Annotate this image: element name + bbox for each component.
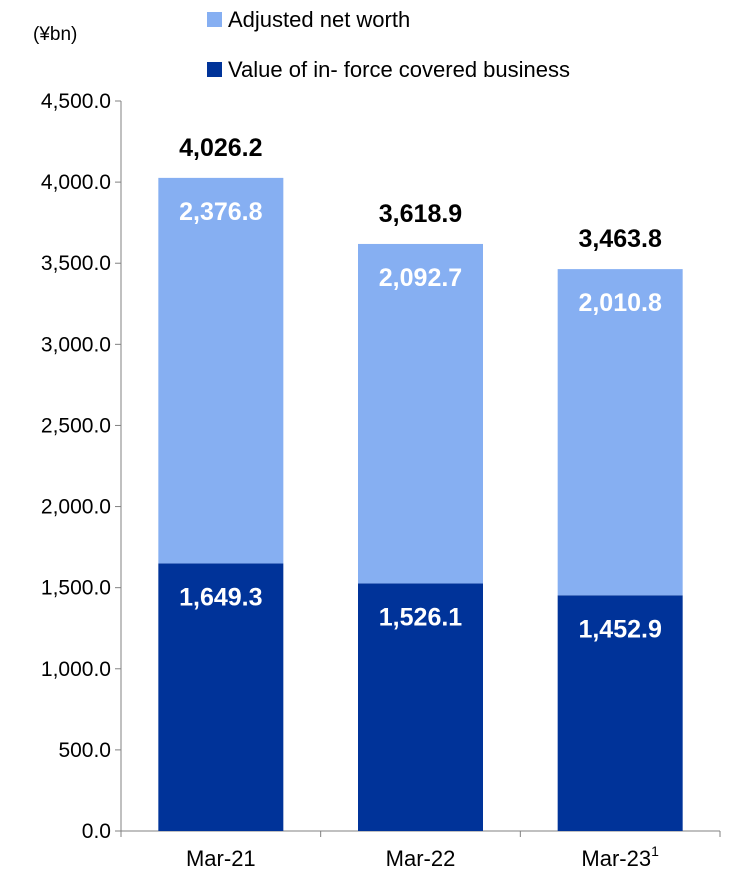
x-tick-label: Mar-22 [386,846,456,871]
data-label: 2,092.7 [379,264,462,292]
bars [158,177,683,831]
legend-label: Adjusted net worth [228,7,410,32]
total-label: 4,026.2 [179,134,262,162]
x-tick-label: Mar-21 [186,846,256,871]
legend-swatch [207,12,222,27]
y-tick-label: 1,000.0 [41,658,111,681]
bar-segment [158,177,284,564]
y-tick-label: 0.0 [82,820,111,843]
y-tick-label: 1,500.0 [41,577,111,600]
total-label: 3,618.9 [379,200,462,228]
y-tick-label: 3,000.0 [41,333,111,356]
data-label: 1,452.9 [578,615,661,643]
x-tick-label: Mar-231 [581,843,659,871]
legend-label: Value of in- force covered business [228,57,570,82]
unit-label: (¥bn) [33,24,77,45]
y-tick-label: 2,000.0 [41,496,111,519]
y-tick-label: 500.0 [58,739,111,762]
data-label: 1,649.3 [179,583,262,611]
legend: Adjusted net worth Value of in- force cov… [207,7,570,82]
bar-segment [557,595,683,831]
bar-segment [158,563,284,831]
x-axis: Mar-21 Mar-22 Mar-231 [120,830,721,871]
data-labels: 1,649.3 2,376.8 4,026.2 1,526.1 2,092.7 3,618… [179,134,662,643]
y-tick-label: 4,000.0 [41,171,111,194]
bar-segment [557,269,683,596]
data-label: 1,526.1 [379,603,463,631]
bar-segment [358,583,483,831]
y-tick-label: 4,500.0 [41,90,111,113]
y-tick-label: 3,500.0 [41,252,111,275]
bar-segment [358,243,483,584]
legend-swatch [207,62,222,77]
y-tick-label: 2,500.0 [41,414,111,437]
superscript: 1 [651,843,659,859]
data-label: 2,010.8 [578,289,662,317]
total-label: 3,463.8 [578,225,662,253]
data-label: 2,376.8 [179,198,263,226]
y-axis: 0.0 500.0 1,000.0 1,500.0 2,000.0 2,500.0 3,00… [41,90,122,843]
